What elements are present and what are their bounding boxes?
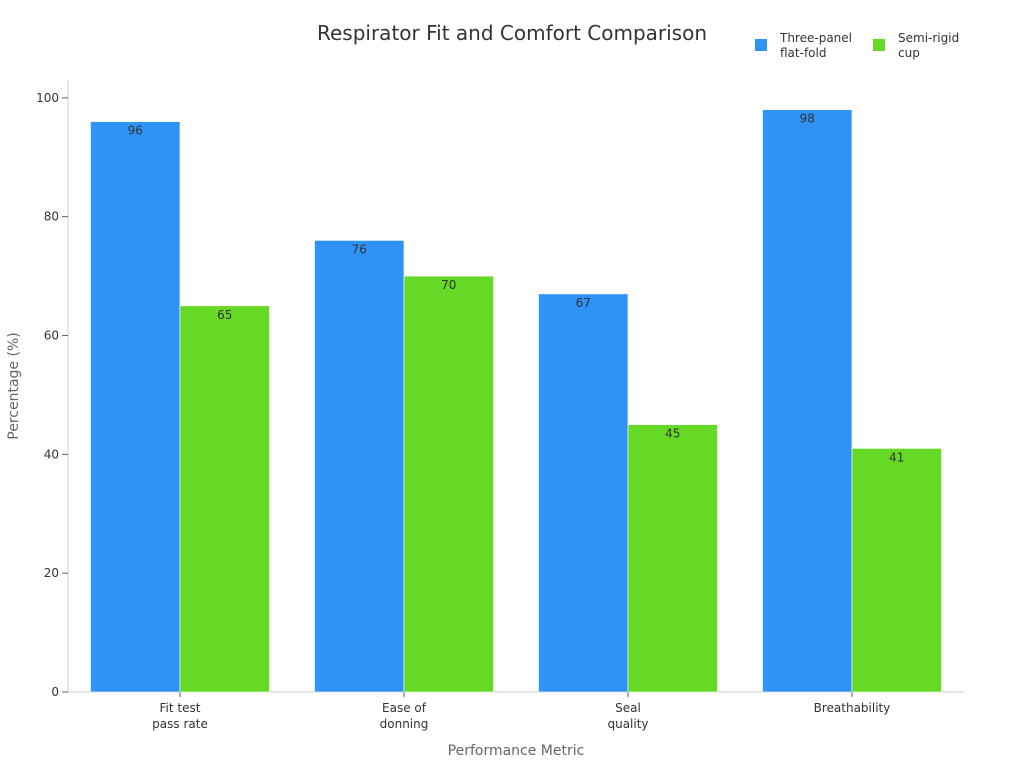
y-tick-label-80: 80 <box>44 210 59 224</box>
bar-semi-rigid-cup-ease-of-donning <box>403 275 494 693</box>
y-tick-label-20: 20 <box>44 566 59 580</box>
bars <box>90 109 942 693</box>
data-label-three-panel-flat-fold-fit-test-pass-rate: 96 <box>128 124 143 138</box>
y-tick-label-0: 0 <box>51 685 59 699</box>
data-label-semi-rigid-cup-breathability: 41 <box>889 450 904 464</box>
data-label-three-panel-flat-fold-seal-quality: 67 <box>576 296 591 310</box>
legend: Three-panel flat-fold Semi-rigid cup <box>755 31 959 60</box>
x-tick-label-fit-test-pass-rate: Fit test pass rate <box>152 701 208 731</box>
x-axis-ticks: Fit test pass rate Ease of donning Seal quali… <box>152 692 890 731</box>
legend-swatch-semi-rigid-cup <box>873 39 885 51</box>
data-label-semi-rigid-cup-ease-of-donning: 70 <box>441 278 456 292</box>
data-label-semi-rigid-cup-fit-test-pass-rate: 65 <box>217 308 232 322</box>
y-tick-label-60: 60 <box>44 328 59 342</box>
x-axis-title: Performance Metric <box>448 743 585 759</box>
y-axis-title: Percentage (%) <box>6 332 22 439</box>
y-axis-ticks: 0 20 40 60 80 100 <box>36 91 68 699</box>
data-label-three-panel-flat-fold-breathability: 98 <box>800 112 815 126</box>
bar-semi-rigid-cup-fit-test-pass-rate <box>179 305 270 693</box>
chart-title: Respirator Fit and Comfort Comparison <box>317 21 707 45</box>
data-label-semi-rigid-cup-seal-quality: 45 <box>665 427 680 441</box>
legend-swatch-three-panel-flat-fold <box>755 39 767 51</box>
bar-three-panel-flat-fold-fit-test-pass-rate <box>90 121 181 693</box>
bar-three-panel-flat-fold-ease-of-donning <box>314 240 405 693</box>
bar-three-panel-flat-fold-seal-quality <box>538 293 629 693</box>
x-tick-label-breathability: Breathability <box>814 701 891 715</box>
bar-three-panel-flat-fold-breathability <box>762 109 853 693</box>
legend-label-three-panel-flat-fold: Three-panel flat-fold <box>779 31 852 60</box>
bar-semi-rigid-cup-breathability <box>851 448 942 693</box>
legend-label-semi-rigid-cup: Semi-rigid cup <box>898 31 959 60</box>
x-tick-label-seal-quality: Seal quality <box>607 701 648 731</box>
y-tick-label-40: 40 <box>44 447 59 461</box>
data-labels: 96 65 76 70 67 45 98 41 <box>128 112 905 465</box>
bar-semi-rigid-cup-seal-quality <box>627 424 718 693</box>
x-tick-label-ease-of-donning: Ease of donning <box>380 701 429 731</box>
y-tick-label-100: 100 <box>36 91 59 105</box>
data-label-three-panel-flat-fold-ease-of-donning: 76 <box>352 242 367 256</box>
